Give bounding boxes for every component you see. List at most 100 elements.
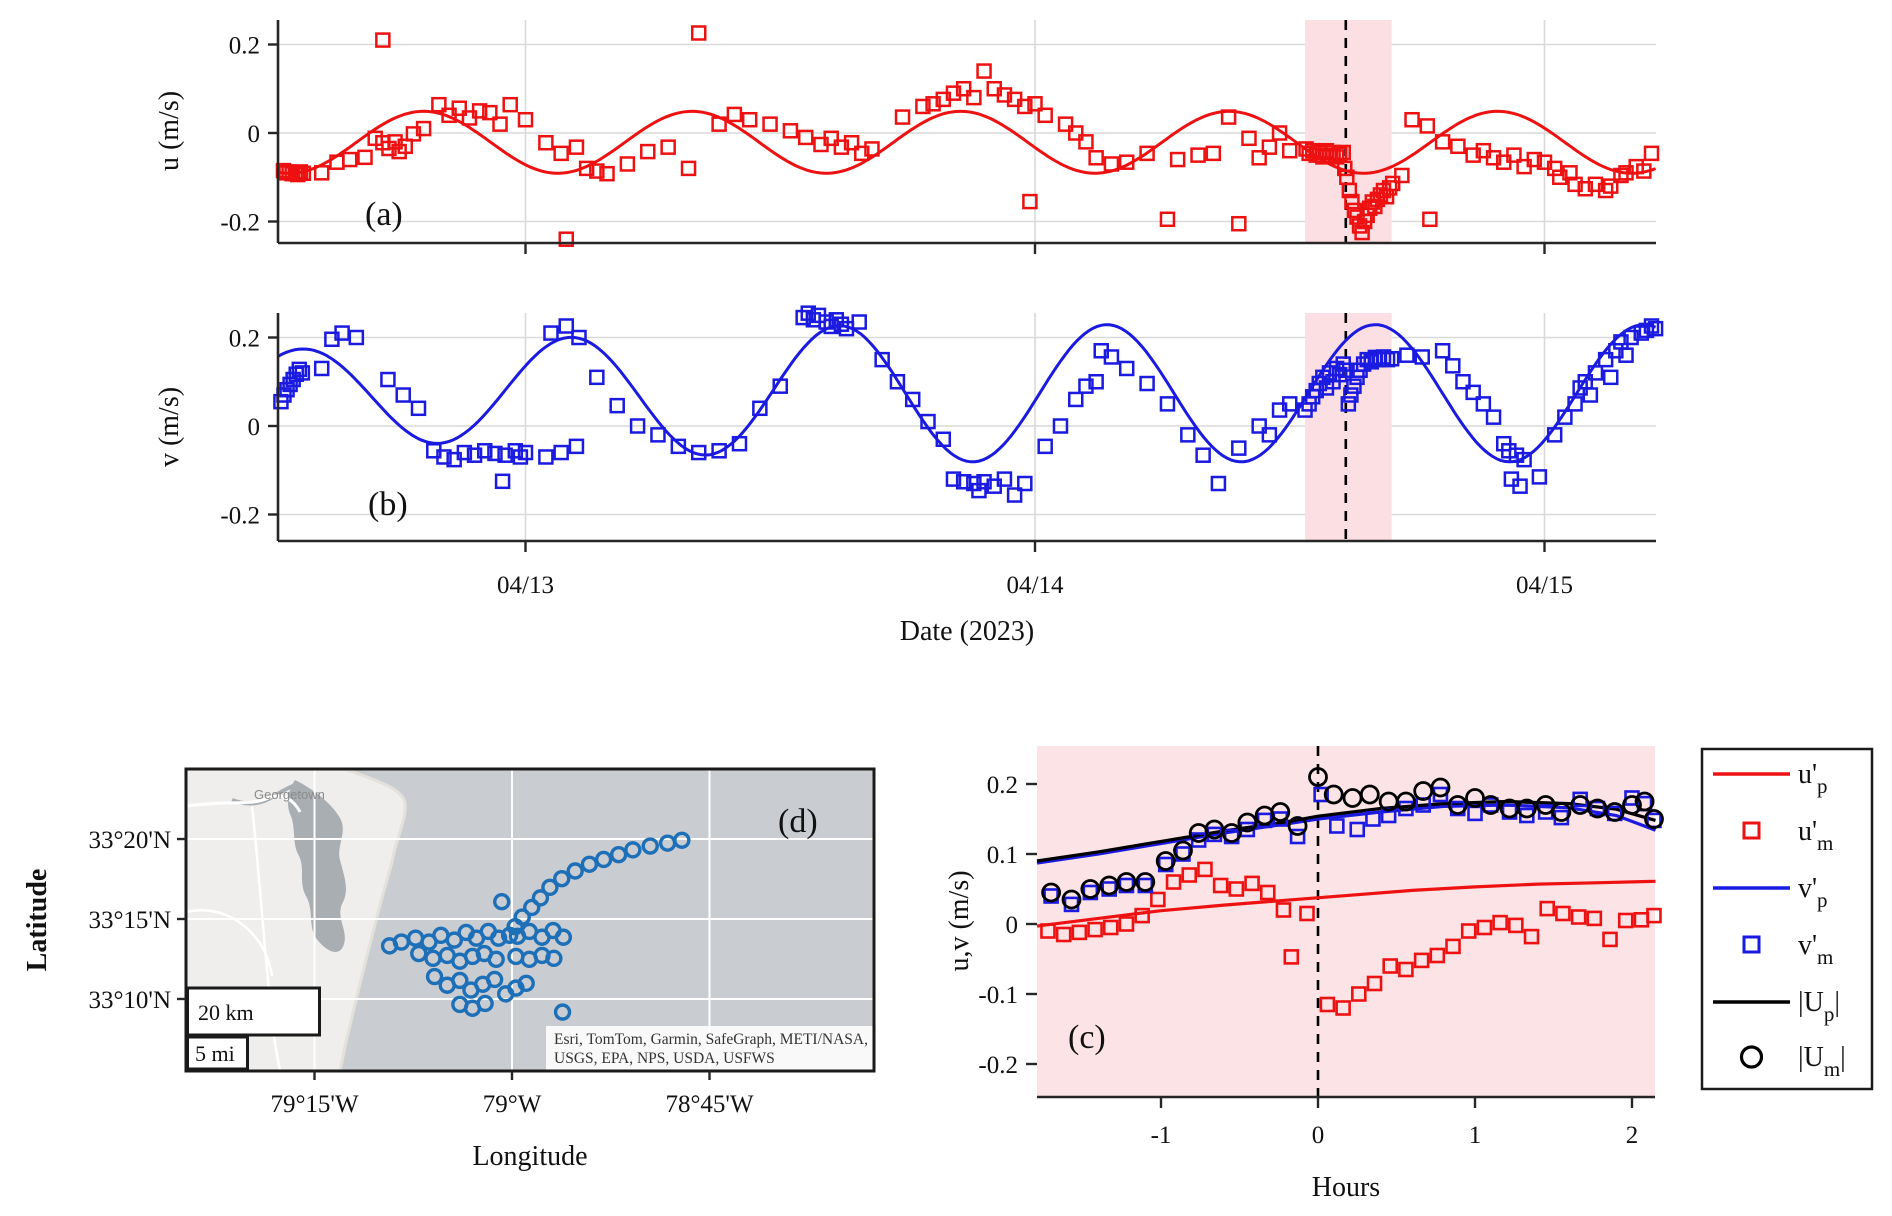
scatter-point-square: [1313, 786, 1329, 803]
map-attribution-box: Esri, TomTom, Garmin, SafeGraph, METI/NA…: [546, 1026, 874, 1071]
scatter-point-square: [1159, 211, 1176, 228]
y-tick-label: 0.1: [987, 842, 1018, 869]
scatter-point-square: [1282, 142, 1298, 159]
legend-entries: u'p u'm v'p v'm |Up| |Um|: [1713, 759, 1846, 1081]
drifter-position-marker: [553, 869, 571, 888]
scatter-point-circle: [1480, 795, 1501, 815]
scatter-point-circle: [1041, 882, 1061, 903]
scatter-point-square: [1103, 349, 1120, 365]
scatter-point-square: [1017, 475, 1033, 492]
scatter-point-square: [752, 400, 768, 417]
panel-c: 0.2 0.1 0 -0.1 -0.2 -1 0 1 2 u,v (m/s) (c) Hours: [944, 746, 1664, 1203]
legend-entry: |Up|: [1713, 987, 1840, 1026]
scatter-point-square: [589, 369, 605, 386]
x-tick-label: -1: [1151, 1122, 1172, 1149]
lon-tick-label: 78°45'W: [665, 1091, 754, 1118]
scatter-point-circle: [1359, 784, 1380, 805]
scatter-point-square: [456, 444, 473, 461]
scatter-point-square: [1557, 409, 1573, 425]
drifter-position-marker: [485, 970, 504, 989]
scatter-point-square: [1475, 396, 1492, 412]
scatter-point-square: [1399, 347, 1415, 363]
scatter-point-square: [1582, 387, 1599, 403]
scatter-point-circle: [1604, 802, 1625, 822]
x-tick-label: 04/15: [1516, 572, 1573, 599]
legend-label: u'p: [1798, 759, 1828, 798]
scatter-point-square: [741, 111, 758, 128]
legend-square-swatch: [1742, 935, 1761, 954]
scatter-point-square: [843, 134, 860, 151]
scatter-point-square: [1181, 867, 1198, 883]
scatter-point-square: [1623, 329, 1639, 346]
legend-entry: v'm: [1742, 930, 1833, 969]
scatter-point-circle: [1634, 791, 1655, 812]
scatter-point-square: [1567, 396, 1583, 412]
scatter-point-square: [1329, 818, 1345, 834]
event-highlight-band: [1305, 313, 1392, 541]
x-tick-label: 04/14: [1007, 572, 1064, 599]
scatter-point-square: [1220, 109, 1237, 125]
scatter-point-square: [497, 447, 513, 463]
scatter-point-square: [1643, 318, 1660, 334]
scatter-point-square: [1343, 387, 1359, 403]
scatter-point-square: [294, 365, 311, 381]
scatter-point-square: [487, 445, 503, 462]
map-canvas: Georgetown Esri, TomTom, Garmin, SafeGra…: [186, 769, 874, 1071]
legend-circle-swatch: [1739, 1045, 1764, 1069]
scatter-point-square: [1445, 358, 1461, 374]
scatter-point-square: [1344, 193, 1360, 210]
scatter-point-square: [1618, 347, 1634, 363]
scatter-point-circle: [1622, 795, 1642, 815]
panel-c-ylabel: u,v (m/s): [944, 870, 975, 971]
scatter-point-square: [1526, 151, 1543, 168]
scatter-point-square: [1381, 180, 1398, 196]
scatter-point-square: [971, 482, 987, 499]
scatter-point-square: [1455, 374, 1471, 390]
map-place-label: Georgetown: [254, 787, 325, 802]
y-tick-label: -0.2: [220, 503, 260, 530]
scatter-point-square: [1602, 369, 1619, 386]
scatter-point-square: [1346, 378, 1362, 394]
scatter-point-square: [341, 151, 358, 168]
scatter-point-square: [1492, 914, 1508, 931]
map-drifter-markers: [380, 831, 691, 1021]
scatter-point-square: [1429, 947, 1446, 964]
scatter-point-square: [1638, 322, 1655, 339]
map-ylabel: Latitude: [22, 869, 53, 972]
scatter-point-circle: [1116, 872, 1137, 892]
drifter-position-marker: [487, 950, 505, 969]
panel-b-letter: (b): [368, 486, 408, 523]
scatter-point-square: [670, 438, 687, 455]
scatter-point-square: [568, 139, 585, 155]
scatter-point-square: [1643, 145, 1660, 162]
scatter-point-square: [1271, 125, 1288, 141]
x-tick-label: 1: [1469, 1122, 1482, 1149]
panel-b-highlight-band: [1305, 313, 1392, 541]
panel-a-data: [275, 25, 1660, 247]
scatter-point-square: [1231, 215, 1247, 232]
scatter-point-square: [1197, 861, 1213, 878]
drifter-position-marker: [445, 931, 464, 949]
scatter-point-square: [1340, 396, 1357, 412]
panel-d-letter: (d): [778, 803, 818, 840]
y-tick-label: 0: [248, 414, 261, 441]
scatter-point-square: [1150, 891, 1166, 908]
scatter-point-square: [313, 165, 330, 181]
scatter-point-circle: [1221, 823, 1242, 843]
scatter-point-square: [1577, 181, 1594, 197]
map-axis-labels: 33°20'N 33°15'N 33°10'N 79°15'W 79°W 78°45'W: [88, 827, 754, 1118]
scatter-point-square: [1006, 487, 1023, 503]
drifter-position-marker: [500, 926, 519, 945]
scatter-point-square: [1546, 160, 1563, 177]
scatter-point-square: [711, 443, 727, 459]
scatter-point-square: [476, 443, 493, 459]
scatter-point-square: [795, 309, 811, 326]
scatter-point-square: [375, 32, 391, 48]
scatter-point-square: [451, 100, 468, 116]
scatter-point-square: [415, 120, 432, 137]
panel-b-ylabel: v (m/s): [154, 387, 185, 467]
scatter-point-circle: [1155, 851, 1176, 871]
drifter-position-marker: [641, 837, 659, 855]
scatter-point-square: [1169, 151, 1186, 168]
